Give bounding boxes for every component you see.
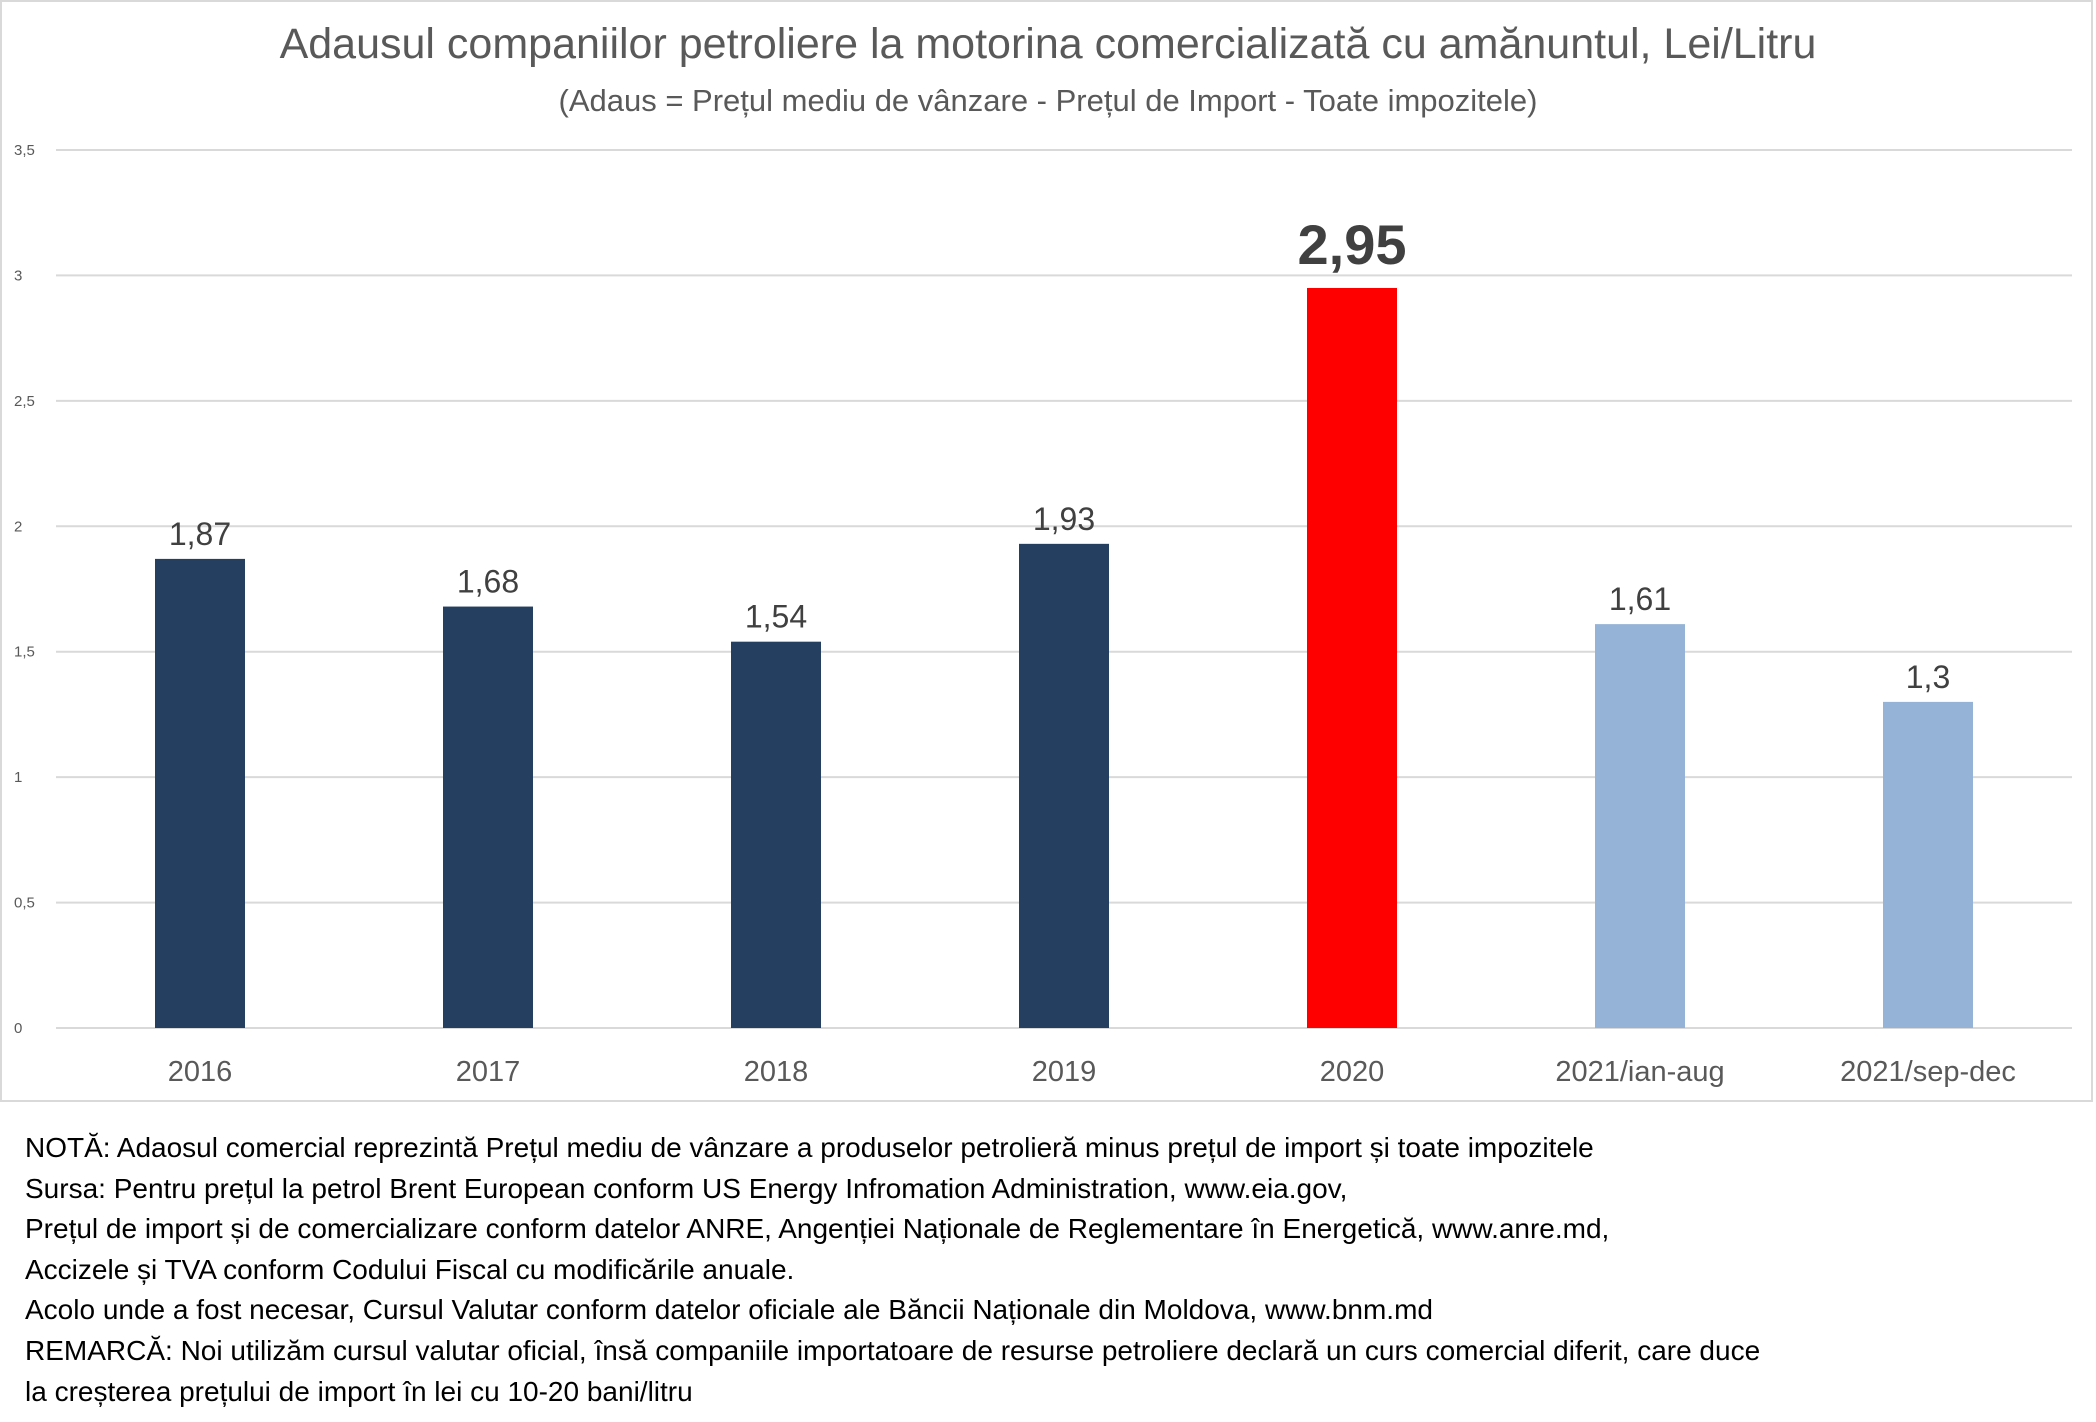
x-tick-label: 2018 [744,1056,809,1088]
data-label: 2,95 [1298,213,1407,276]
data-label: 1,3 [1906,659,1950,695]
y-tick-label: 3 [14,267,22,284]
note-line: REMARCĂ: Noi utilizăm cursul valutar ofi… [25,1334,1761,1366]
bar [1019,543,1109,1028]
bar-chart: 0 0,5 1 1,5 2 2,5 3 3,5 1,87 2016 1,68 2017 1,54 2018… [14,142,2072,1088]
x-tick-label: 2021/ian-aug [1555,1056,1724,1088]
y-tick-label: 1 [14,769,22,786]
x-tick-label: 2016 [168,1056,233,1088]
note-line: Sursa: Pentru prețul la petrol Brent Eur… [25,1172,1348,1204]
chart-frame [0,0,2093,1102]
x-tick-label: 2017 [456,1056,521,1088]
data-label: 1,93 [1033,501,1095,537]
chart-subtitle: (Adaus = Prețul mediu de vânzare - Prețu… [558,83,1538,118]
data-label: 1,54 [745,599,807,635]
y-tick-label: 2,5 [14,393,35,410]
bar [155,558,245,1028]
data-label: 1,87 [169,516,231,552]
bar [1595,624,1685,1028]
note-line: la creșterea prețului de import în lei c… [25,1375,693,1407]
bar [731,641,821,1028]
y-tick-label: 0,5 [14,895,35,912]
y-tick-label: 2 [14,518,22,535]
data-label: 1,68 [457,564,519,600]
note-line: Accizele și TVA conform Codului Fiscal c… [25,1253,795,1285]
note-line: NOTĂ: Adaosul comercial reprezintă Prețu… [25,1132,1594,1163]
bar [1883,701,1973,1028]
y-tick-label: 1,5 [14,644,35,661]
x-tick-label: 2021/sep-dec [1840,1056,2016,1088]
x-tick-label: 2020 [1320,1056,1385,1088]
chart-title: Adausul companiilor petroliere la motori… [279,20,1817,68]
notes-block: NOTĂ: Adaosul comercial reprezintă Prețu… [25,1128,1760,1412]
bar [1307,287,1397,1028]
y-tick-label: 3,5 [14,142,35,159]
x-tick-label: 2019 [1032,1056,1097,1088]
note-line: Acolo unde a fost necesar, Cursul Valuta… [25,1294,1433,1326]
data-label: 1,61 [1609,581,1671,617]
note-line: Prețul de import și de comercializare co… [25,1213,1610,1245]
bar [443,606,533,1028]
y-tick-label: 0 [14,1020,22,1037]
